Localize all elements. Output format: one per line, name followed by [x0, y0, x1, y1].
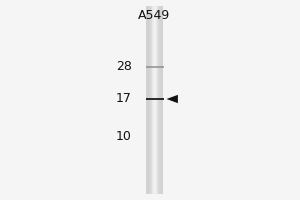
Bar	[152, 6, 153, 194]
Bar	[154, 6, 155, 194]
Bar	[148, 6, 149, 194]
Bar	[156, 6, 157, 194]
Bar	[155, 6, 156, 194]
Bar	[146, 98, 164, 100]
Bar	[150, 6, 151, 194]
Bar	[158, 6, 159, 194]
Bar	[153, 6, 154, 194]
Text: A549: A549	[138, 9, 171, 22]
Bar	[154, 6, 155, 194]
Text: 17: 17	[116, 92, 132, 106]
Bar	[157, 6, 158, 194]
Bar	[146, 66, 164, 68]
Text: 10: 10	[116, 130, 132, 144]
Bar	[147, 6, 148, 194]
Polygon shape	[167, 95, 178, 103]
Bar	[161, 6, 162, 194]
Bar	[159, 6, 160, 194]
Bar	[146, 6, 147, 194]
Bar	[160, 6, 161, 194]
Text: 28: 28	[116, 60, 132, 73]
Bar	[162, 6, 163, 194]
Bar	[151, 6, 152, 194]
